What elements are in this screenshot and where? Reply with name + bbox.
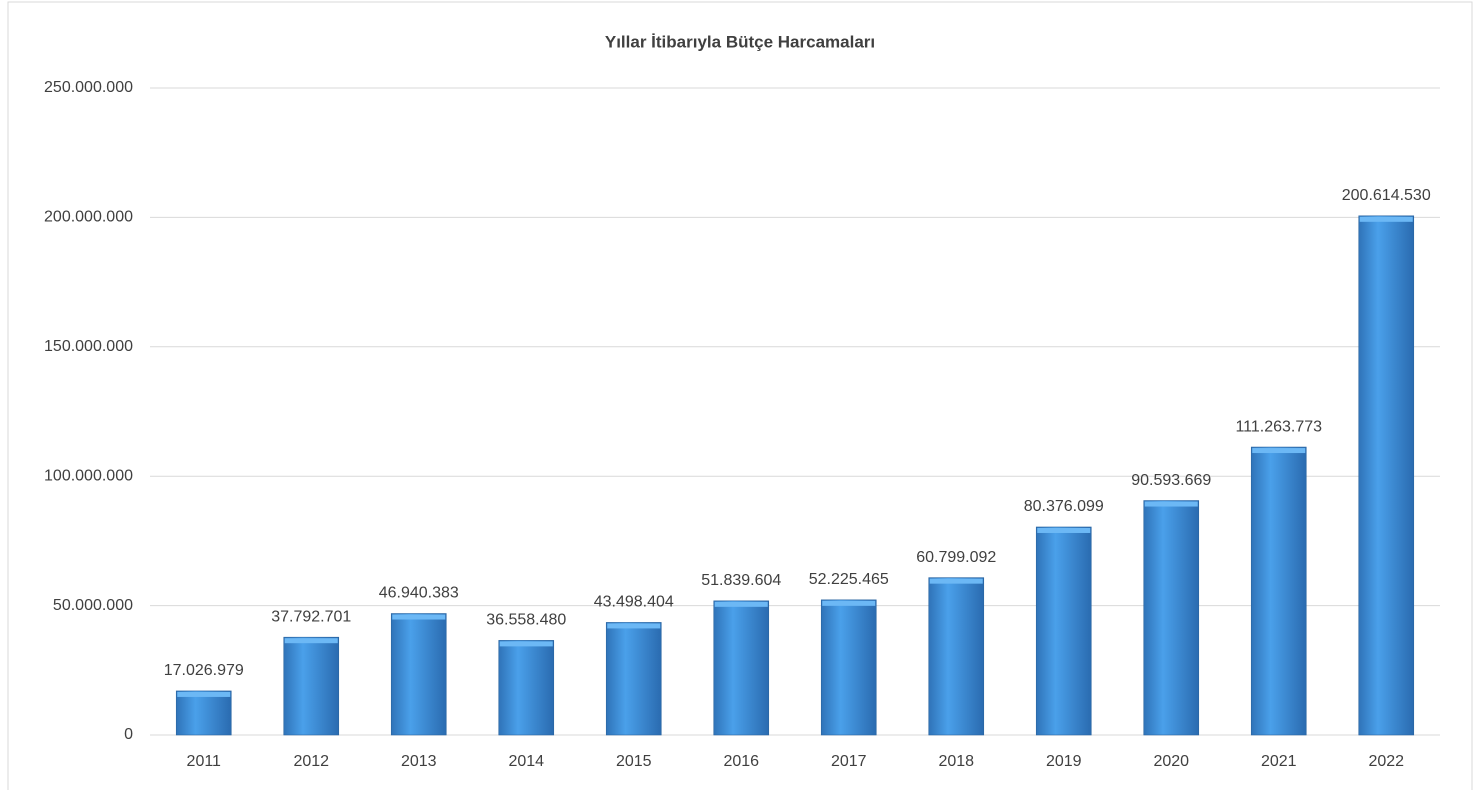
bar-bevel [1037, 527, 1091, 533]
x-tick-label: 2014 [508, 753, 544, 770]
bar-bevel [1252, 448, 1306, 454]
bar [283, 636, 340, 736]
bar [390, 613, 447, 736]
x-tick-label: 2020 [1153, 753, 1189, 770]
x-tick-label: 2017 [831, 753, 867, 770]
x-tick-label: 2022 [1368, 753, 1404, 770]
data-label: 17.026.979 [164, 662, 244, 679]
bar-bevel [392, 614, 446, 620]
bar-bevel [284, 638, 338, 644]
bar-bevel [822, 600, 876, 606]
x-tick-label: 2019 [1046, 753, 1082, 770]
bar [820, 599, 877, 736]
x-tick-label: 2021 [1261, 753, 1297, 770]
bar-bevel [607, 623, 661, 629]
bar [498, 640, 555, 736]
x-tick-label: 2015 [616, 753, 652, 770]
x-tick-label: 2012 [293, 753, 329, 770]
bar-bevel [177, 691, 231, 697]
bar [1035, 526, 1092, 736]
data-label: 60.799.092 [916, 549, 996, 566]
data-label: 46.940.383 [379, 585, 459, 602]
bar [1143, 500, 1200, 736]
data-label: 200.614.530 [1342, 187, 1431, 204]
y-tick-label: 150.000.000 [44, 338, 133, 355]
bar-bevel [714, 601, 768, 607]
chart-frame [7, 1, 1473, 790]
data-label: 43.498.404 [594, 594, 674, 611]
x-tick-label: 2013 [401, 753, 437, 770]
data-label: 52.225.465 [809, 571, 889, 588]
bar-bevel [929, 578, 983, 584]
data-label: 37.792.701 [271, 608, 351, 625]
bar-bevel [499, 641, 553, 647]
y-tick-label: 100.000.000 [44, 467, 133, 484]
data-label: 51.839.604 [701, 572, 781, 589]
bar-bevel [1359, 216, 1413, 222]
bar-bevel [1144, 501, 1198, 507]
chart-title: Yıllar İtibarıyla Bütçe Harcamaları [605, 32, 875, 51]
data-label: 90.593.669 [1131, 472, 1211, 489]
data-label: 80.376.099 [1024, 498, 1104, 515]
bar [1358, 215, 1415, 736]
y-tick-label: 200.000.000 [44, 209, 133, 226]
bar [175, 690, 232, 736]
bar [713, 600, 770, 736]
bar [605, 622, 662, 736]
y-tick-label: 0 [124, 726, 133, 743]
x-tick-label: 2016 [723, 753, 759, 770]
y-tick-label: 50.000.000 [53, 597, 133, 614]
x-tick-label: 2011 [187, 753, 222, 770]
data-label: 36.558.480 [486, 612, 566, 629]
bar [1250, 446, 1307, 736]
x-tick-label: 2018 [938, 753, 974, 770]
y-tick-label: 250.000.000 [44, 79, 133, 96]
data-label: 111.263.773 [1235, 418, 1322, 435]
bar [928, 577, 985, 736]
